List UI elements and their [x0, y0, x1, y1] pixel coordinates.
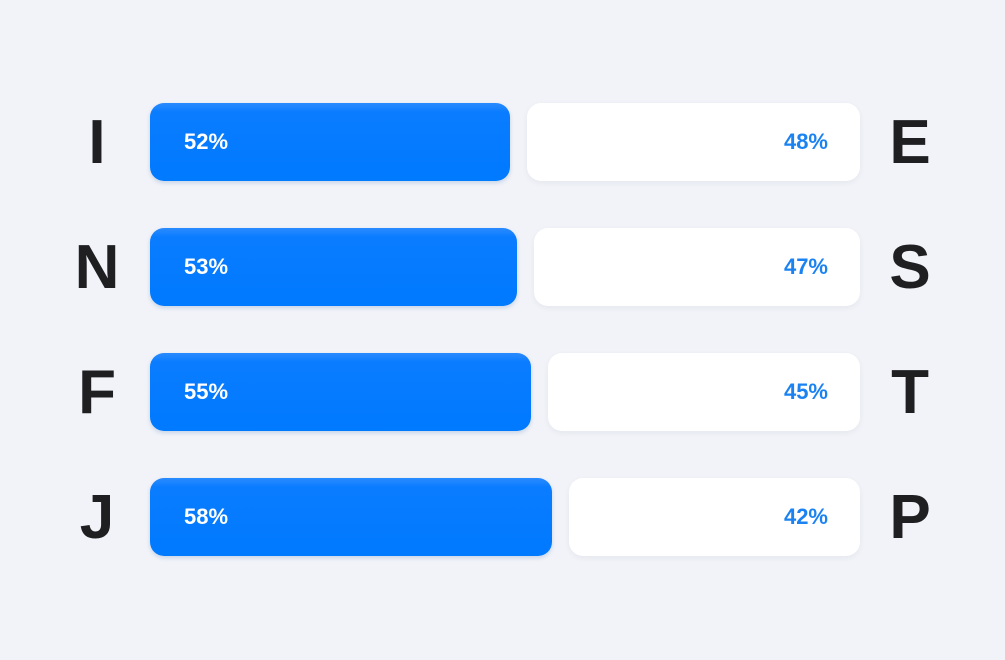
- secondary-bar: 42%: [569, 478, 860, 556]
- chart-row: I 52% 48% E: [0, 103, 1005, 183]
- secondary-bar: 45%: [548, 353, 860, 431]
- left-letter-label: F: [78, 358, 116, 427]
- primary-bar: 53%: [150, 228, 517, 306]
- chart-row: N 53% 47% S: [0, 228, 1005, 308]
- left-letter-label: N: [74, 233, 120, 302]
- right-letter-label: P: [889, 483, 931, 552]
- right-letter-label: T: [891, 358, 929, 427]
- left-letter-label: I: [88, 108, 106, 177]
- left-letter-label: J: [79, 483, 115, 552]
- secondary-bar: 47%: [534, 228, 860, 306]
- primary-bar: 52%: [150, 103, 510, 181]
- primary-bar: 58%: [150, 478, 552, 556]
- right-letter-label: E: [889, 108, 931, 177]
- chart-row: F 55% 45% T: [0, 353, 1005, 433]
- chart-row: J 58% 42% P: [0, 478, 1005, 558]
- primary-bar: 55%: [150, 353, 531, 431]
- secondary-bar: 48%: [527, 103, 860, 181]
- right-letter-label: S: [889, 233, 931, 302]
